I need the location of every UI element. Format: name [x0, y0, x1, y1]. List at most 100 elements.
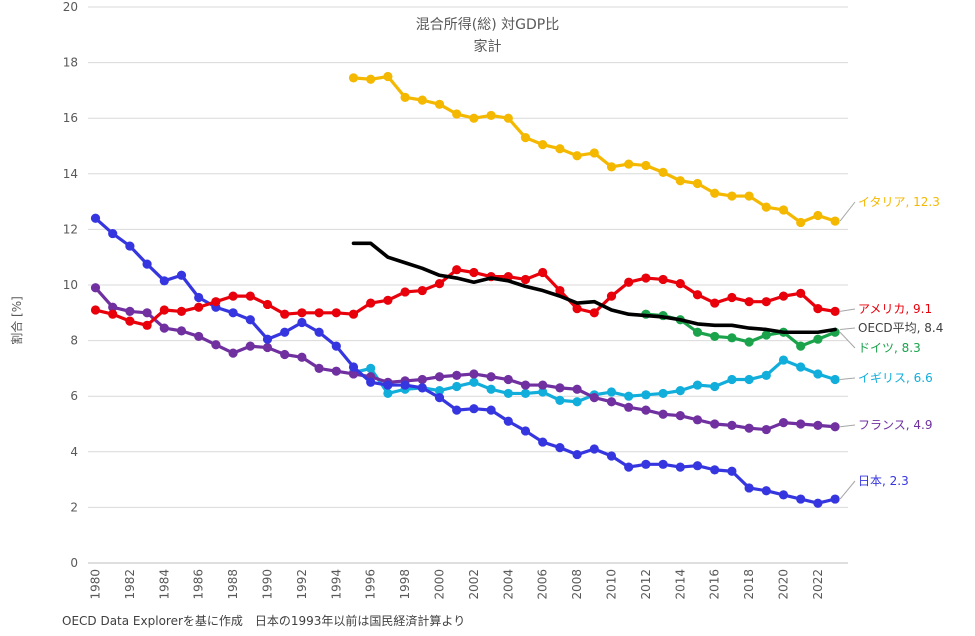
data-point: [280, 349, 290, 360]
data-point: [830, 306, 840, 317]
data-point: [658, 459, 668, 469]
data-point: [486, 384, 496, 394]
data-point: [520, 380, 531, 390]
y-tick-label: 16: [63, 111, 78, 125]
data-point: [348, 369, 359, 379]
data-point: [469, 404, 479, 414]
y-tick-label: 14: [63, 167, 78, 181]
data-point: [400, 380, 410, 390]
x-tick-label: 1994: [329, 569, 343, 600]
data-point: [813, 304, 823, 314]
data-point: [452, 109, 462, 119]
data-point: [176, 306, 187, 317]
series-line: [93, 268, 837, 327]
leader-line: [839, 480, 856, 500]
x-tick-label: 2022: [811, 569, 825, 600]
data-point: [761, 424, 771, 435]
y-tick-label: 10: [63, 278, 78, 292]
series-line: [351, 241, 837, 335]
data-point: [469, 377, 479, 387]
data-point: [538, 267, 548, 278]
data-point: [744, 483, 754, 493]
y-tick-label: 8: [70, 334, 78, 348]
y-tick-label: 4: [70, 445, 78, 459]
data-point: [641, 459, 651, 469]
x-tick-label: 1990: [261, 569, 275, 600]
data-point: [159, 276, 169, 286]
y-tick-label: 18: [63, 56, 78, 70]
data-point: [538, 380, 548, 390]
data-point: [383, 295, 393, 305]
data-point: [538, 387, 548, 397]
series-OECD平均: [351, 241, 837, 335]
data-point: [744, 423, 754, 433]
data-point: [589, 392, 599, 403]
series-end-label: アメリカ, 9.1: [858, 302, 932, 316]
data-point: [710, 465, 720, 475]
series-アメリカ: [90, 265, 840, 330]
series-ドイツ: [641, 309, 840, 351]
x-tick-label: 1982: [123, 569, 137, 600]
data-point: [658, 388, 668, 399]
data-point: [366, 74, 376, 84]
data-point: [417, 374, 427, 385]
series-line: [93, 216, 837, 505]
leader-line: [839, 201, 856, 222]
data-point: [90, 305, 101, 315]
data-point: [675, 462, 685, 472]
data-point: [486, 372, 496, 382]
data-point: [434, 279, 445, 289]
data-point: [400, 92, 410, 102]
x-tick-label: 2010: [605, 569, 619, 600]
y-tick-label: 12: [63, 222, 78, 236]
data-point: [125, 241, 135, 251]
data-point: [692, 415, 703, 425]
data-point: [142, 308, 152, 318]
data-point: [692, 380, 703, 390]
data-point: [314, 363, 324, 373]
data-point: [830, 374, 840, 385]
data-point: [503, 416, 513, 426]
x-tick-label: 2004: [501, 569, 515, 600]
data-point: [606, 397, 617, 407]
data-point: [813, 210, 823, 221]
data-point: [813, 420, 823, 430]
data-point: [796, 341, 806, 351]
data-point: [228, 308, 238, 318]
x-tick-label: 1992: [295, 569, 309, 600]
x-tick-label: 1996: [364, 569, 378, 600]
data-point: [503, 113, 513, 123]
data-point: [142, 259, 152, 269]
data-point: [555, 443, 565, 453]
data-point: [813, 498, 823, 508]
data-point: [658, 274, 668, 285]
data-point: [314, 327, 324, 337]
data-point: [434, 392, 445, 403]
data-point: [658, 167, 668, 178]
data-point: [297, 317, 307, 328]
data-point: [727, 191, 737, 201]
data-point: [727, 374, 737, 385]
data-point: [538, 437, 548, 447]
data-point: [108, 302, 118, 312]
data-point: [727, 333, 737, 343]
data-point: [228, 348, 238, 358]
series-end-label: OECD平均, 8.4: [858, 321, 943, 335]
data-point: [142, 320, 152, 330]
data-point: [641, 160, 651, 171]
data-point: [211, 297, 221, 307]
data-point: [624, 277, 634, 287]
data-point: [778, 355, 789, 365]
data-point: [572, 449, 582, 460]
y-tick-label: 6: [70, 389, 78, 403]
data-point: [211, 340, 221, 350]
data-point: [348, 309, 359, 319]
data-point: [520, 133, 531, 143]
data-point: [280, 327, 290, 337]
data-point: [778, 490, 789, 500]
data-point: [503, 374, 513, 385]
data-point: [710, 381, 720, 392]
x-tick-label: 2016: [708, 569, 722, 600]
data-point: [641, 405, 651, 415]
data-point: [125, 306, 135, 317]
